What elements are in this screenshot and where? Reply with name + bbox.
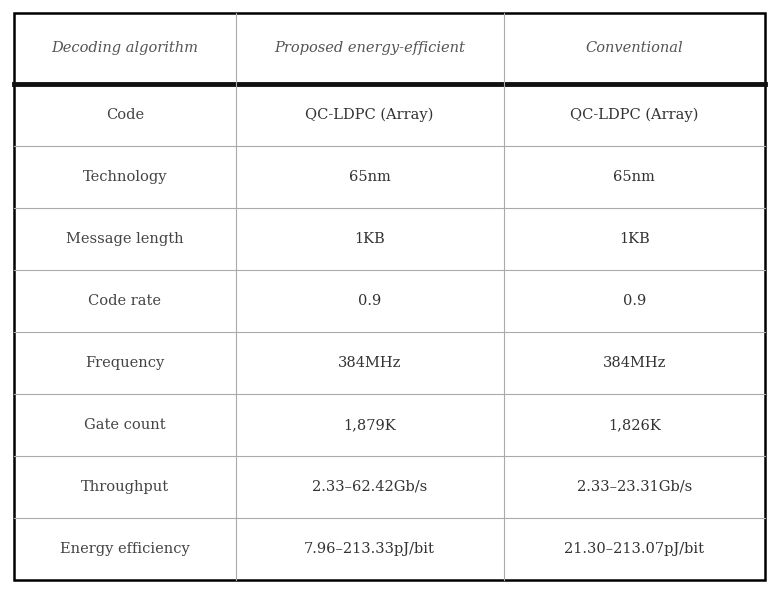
Text: 384MHz: 384MHz (338, 356, 401, 370)
Text: Code rate: Code rate (88, 294, 161, 308)
Text: Code: Code (106, 108, 144, 122)
Text: 2.33–62.42Gb/s: 2.33–62.42Gb/s (312, 480, 427, 494)
Text: Gate count: Gate count (84, 418, 166, 432)
Text: 1,879K: 1,879K (344, 418, 396, 432)
Text: Conventional: Conventional (586, 42, 683, 56)
Text: Technology: Technology (83, 170, 167, 184)
Text: Energy efficiency: Energy efficiency (60, 542, 189, 556)
Text: 1KB: 1KB (619, 232, 650, 246)
Text: 384MHz: 384MHz (603, 356, 666, 370)
Text: 0.9: 0.9 (622, 294, 646, 308)
Text: QC-LDPC (Array): QC-LDPC (Array) (305, 108, 434, 122)
Text: 65nm: 65nm (349, 170, 390, 184)
Text: 0.9: 0.9 (358, 294, 381, 308)
Text: Decoding algorithm: Decoding algorithm (51, 42, 199, 56)
Text: 2.33–23.31Gb/s: 2.33–23.31Gb/s (576, 480, 692, 494)
Text: Throughput: Throughput (81, 480, 169, 494)
Text: Proposed energy-efficient: Proposed energy-efficient (274, 42, 465, 56)
Text: Message length: Message length (66, 232, 184, 246)
Text: 65nm: 65nm (613, 170, 655, 184)
Text: 21.30–213.07pJ/bit: 21.30–213.07pJ/bit (564, 542, 704, 556)
Text: QC-LDPC (Array): QC-LDPC (Array) (570, 108, 699, 122)
Text: 1,826K: 1,826K (608, 418, 661, 432)
Text: 1KB: 1KB (354, 232, 385, 246)
Text: 7.96–213.33pJ/bit: 7.96–213.33pJ/bit (304, 542, 435, 556)
Text: Frequency: Frequency (85, 356, 164, 370)
